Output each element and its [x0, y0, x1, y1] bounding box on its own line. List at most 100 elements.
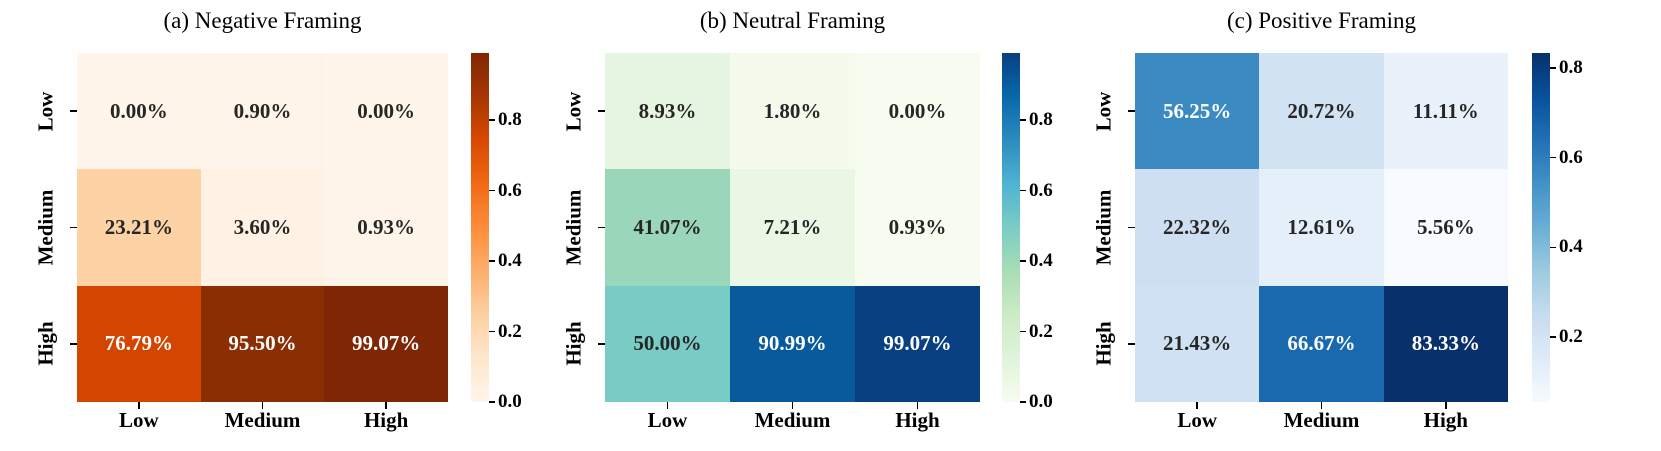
colorbar-tick-mark	[489, 119, 495, 121]
colorbar	[1002, 53, 1020, 402]
y-tick-label-text: Medium	[1091, 189, 1116, 266]
x-tick-label: Medium	[224, 408, 301, 432]
y-tick-mark	[70, 343, 77, 345]
heatmap-cell: 7.21%	[730, 169, 855, 286]
x-tick-mark	[1196, 402, 1198, 409]
heatmap-cell: 22.32%	[1135, 169, 1260, 286]
colorbar-tick-mark	[489, 260, 495, 262]
y-tick-mark	[70, 226, 77, 229]
heatmap-cell: 20.72%	[1259, 53, 1384, 170]
colorbar-tick-label: 0.4	[498, 250, 522, 272]
heatmap-cell: 21.43%	[1135, 285, 1260, 402]
heatmap-cell: 0.00%	[324, 53, 448, 170]
x-tick-label: Low	[1177, 408, 1217, 432]
heatmap-cell: 0.90%	[200, 53, 325, 170]
colorbar-tick-label: 0.2	[1559, 326, 1583, 348]
heatmap-cell: 0.93%	[855, 169, 980, 286]
colorbar-tick-label: 0.6	[1029, 179, 1053, 201]
colorbar-tick-mark	[489, 330, 495, 333]
colorbar-tick-label: 0.8	[1029, 109, 1053, 131]
heatmap-cell: 99.07%	[855, 285, 980, 402]
colorbar	[471, 53, 489, 402]
panel-title: (c) Positive Framing	[1226, 8, 1417, 33]
heatmap-cell: 66.67%	[1259, 285, 1384, 402]
y-tick-mark	[1128, 343, 1135, 345]
heatmap-cell: 12.61%	[1259, 169, 1384, 286]
y-tick-mark	[598, 226, 605, 229]
colorbar-tick-mark	[1020, 189, 1026, 192]
panel-title: (b) Neutral Framing	[699, 8, 886, 33]
x-tick-mark	[916, 402, 919, 409]
x-tick-mark	[666, 402, 669, 409]
x-tick-mark	[791, 402, 794, 409]
y-tick-label: Medium	[1085, 169, 1123, 285]
colorbar	[1532, 53, 1550, 402]
heatmap-cell: 8.93%	[605, 53, 730, 170]
colorbar-tick-mark	[1020, 401, 1026, 403]
heatmap-cell: 11.11%	[1383, 53, 1508, 170]
colorbar-tick-mark	[489, 189, 495, 192]
panel-title: (a) Negative Framing	[163, 8, 362, 33]
heatmap-cell: 3.60%	[200, 169, 325, 286]
colorbar-tick-mark	[489, 401, 495, 403]
colorbar-tick-label: 0.4	[1559, 236, 1583, 258]
y-tick-mark	[598, 110, 605, 112]
colorbar-tick-mark	[1020, 330, 1026, 333]
colorbar-tick-label: 0.8	[498, 109, 522, 131]
x-tick-mark	[1320, 402, 1323, 409]
x-tick-label: High	[363, 408, 409, 432]
x-tick-mark	[261, 402, 264, 409]
y-tick-label-text: Low	[1091, 91, 1116, 131]
colorbar-tick-mark	[1550, 67, 1556, 69]
colorbar-tick-mark	[1550, 336, 1556, 338]
colorbar-tick-label: 0.8	[1559, 56, 1583, 78]
heatmap-cell: 50.00%	[605, 285, 730, 402]
heatmap-cell: 76.79%	[77, 285, 201, 402]
x-tick-mark	[385, 402, 387, 409]
colorbar-tick-label: 0.6	[498, 179, 522, 201]
heatmap-cell: 56.25%	[1135, 53, 1260, 170]
x-tick-label: Medium	[1283, 408, 1360, 432]
y-tick-label-text: High	[1091, 321, 1116, 366]
x-tick-mark	[1445, 402, 1447, 409]
colorbar-tick-label: 0.0	[498, 391, 522, 412]
colorbar-tick-mark	[1020, 260, 1026, 262]
heatmap-grid: 0.00% 0.90% 0.00% 23.21% 3.60% 0.93% 76.79% 95.…	[77, 53, 448, 402]
y-tick-mark	[598, 343, 605, 345]
y-tick-mark	[70, 110, 77, 112]
x-tick-label: Medium	[754, 408, 831, 432]
heatmap-grid: 8.93% 1.80% 0.00% 41.07% 7.21% 0.93% 50.00% 90.…	[605, 53, 980, 402]
y-tick-mark	[1128, 110, 1135, 112]
colorbar-tick-label: 0.2	[498, 320, 522, 342]
heatmap-cell: 41.07%	[605, 169, 730, 286]
heatmap-cell: 0.00%	[855, 53, 980, 170]
x-tick-mark	[138, 402, 140, 409]
colorbar-tick-label: 0.6	[1559, 146, 1583, 168]
heatmap-cell: 95.50%	[200, 285, 325, 402]
colorbar-tick-mark	[1020, 119, 1026, 121]
heatmap-cell: 1.80%	[730, 53, 855, 170]
heatmap-cell: 0.00%	[77, 53, 201, 170]
y-tick-mark	[1128, 226, 1135, 229]
heatmap-cell: 90.99%	[730, 285, 855, 402]
heatmap-cell: 83.33%	[1383, 285, 1508, 402]
colorbar-tick-label: 0.2	[1029, 320, 1053, 342]
colorbar-tick-mark	[1550, 156, 1556, 159]
x-tick-label: Low	[647, 408, 688, 432]
colorbar-tick-label: 0.4	[1029, 250, 1053, 272]
heatmap-cell: 5.56%	[1383, 169, 1508, 286]
x-tick-label: High	[1423, 408, 1468, 432]
y-tick-label: Low	[1085, 53, 1123, 169]
colorbar-tick-mark	[1550, 246, 1556, 249]
y-tick-label: High	[1085, 286, 1123, 402]
heatmap-cell: 0.93%	[324, 169, 448, 286]
x-tick-label: High	[895, 408, 940, 432]
heatmap-grid: 56.25% 20.72% 11.11% 22.32% 12.61% 5.56% 21.43…	[1135, 53, 1508, 402]
colorbar-tick-label: 0.0	[1029, 391, 1053, 412]
heatmap-cell: 99.07%	[324, 285, 448, 402]
heatmap-cell: 23.21%	[77, 169, 201, 286]
x-tick-label: Low	[118, 408, 159, 432]
